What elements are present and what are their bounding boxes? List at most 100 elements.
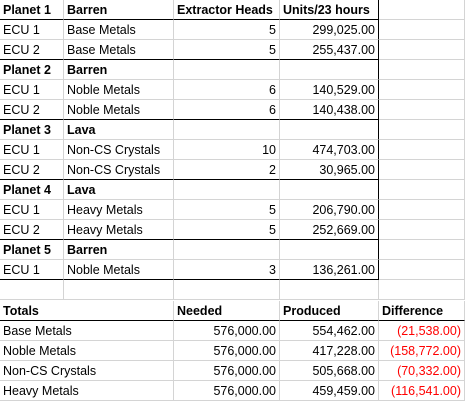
cell[interactable]: Barren xyxy=(64,60,174,80)
cell[interactable]: (116,541.00) xyxy=(379,381,465,401)
cell[interactable]: ECU 1 xyxy=(0,260,64,280)
cell[interactable]: Barren xyxy=(64,0,174,20)
cell[interactable]: 140,529.00 xyxy=(280,80,379,100)
cell[interactable]: Produced xyxy=(280,301,379,321)
cell[interactable]: Lava xyxy=(64,180,174,200)
cell[interactable]: Totals xyxy=(0,301,174,321)
cell[interactable]: 6 xyxy=(174,100,280,120)
cell[interactable]: (21,538.00) xyxy=(379,321,465,341)
cell[interactable]: Barren xyxy=(64,240,174,260)
cell[interactable] xyxy=(280,240,379,260)
cell[interactable]: 474,703.00 xyxy=(280,140,379,160)
cell[interactable]: Planet 3 xyxy=(0,120,64,140)
cell[interactable] xyxy=(379,180,465,200)
cell[interactable]: Non-CS Crystals xyxy=(64,140,174,160)
cell[interactable] xyxy=(174,60,280,80)
cell[interactable]: Extractor Heads xyxy=(174,0,280,20)
cell[interactable]: 576,000.00 xyxy=(174,321,280,341)
cell[interactable] xyxy=(379,0,465,20)
cell[interactable] xyxy=(379,100,465,120)
cell[interactable]: Noble Metals xyxy=(64,100,174,120)
cell[interactable]: Needed xyxy=(174,301,280,321)
cell[interactable]: ECU 1 xyxy=(0,20,64,40)
cell[interactable]: 5 xyxy=(174,200,280,220)
cell[interactable]: Planet 1 xyxy=(0,0,64,20)
cell[interactable] xyxy=(174,180,280,200)
cell[interactable]: ECU 1 xyxy=(0,140,64,160)
cell[interactable] xyxy=(0,280,64,300)
cell[interactable]: Base Metals xyxy=(64,40,174,60)
cell[interactable] xyxy=(280,280,379,300)
cell[interactable]: Units/23 hours xyxy=(280,0,379,20)
cell[interactable]: Planet 4 xyxy=(0,180,64,200)
cell[interactable]: ECU 1 xyxy=(0,80,64,100)
table-row: ECU 2 Base Metals 5 255,437.00 xyxy=(0,40,465,60)
cell[interactable]: Noble Metals xyxy=(64,80,174,100)
cell[interactable]: 5 xyxy=(174,20,280,40)
cell[interactable] xyxy=(64,280,174,300)
cell[interactable] xyxy=(174,280,280,300)
cell[interactable]: Heavy Metals xyxy=(0,381,174,401)
cell[interactable]: Noble Metals xyxy=(64,260,174,280)
cell[interactable]: Noble Metals xyxy=(0,341,174,361)
cell[interactable] xyxy=(379,220,465,240)
cell[interactable]: 576,000.00 xyxy=(174,381,280,401)
cell[interactable]: Difference xyxy=(379,301,465,321)
cell[interactable]: 5 xyxy=(174,220,280,240)
cell[interactable]: 576,000.00 xyxy=(174,341,280,361)
cell[interactable] xyxy=(379,160,465,180)
cell[interactable] xyxy=(379,140,465,160)
cell[interactable]: 136,261.00 xyxy=(280,260,379,280)
cell[interactable]: 299,025.00 xyxy=(280,20,379,40)
totals-header-row: Totals Needed Produced Difference xyxy=(0,301,465,321)
cell[interactable]: ECU 2 xyxy=(0,40,64,60)
cell[interactable]: (158,772.00) xyxy=(379,341,465,361)
cell[interactable]: (70,332.00) xyxy=(379,361,465,381)
cell[interactable] xyxy=(379,40,465,60)
cell[interactable]: ECU 2 xyxy=(0,160,64,180)
cell[interactable]: ECU 1 xyxy=(0,200,64,220)
cell[interactable] xyxy=(379,20,465,40)
cell[interactable]: 5 xyxy=(174,40,280,60)
cell[interactable]: Base Metals xyxy=(0,321,174,341)
cell[interactable] xyxy=(379,80,465,100)
cell[interactable]: 554,462.00 xyxy=(280,321,379,341)
cell[interactable] xyxy=(379,200,465,220)
cell[interactable]: Lava xyxy=(64,120,174,140)
cell[interactable]: Non-CS Crystals xyxy=(64,160,174,180)
cell[interactable] xyxy=(174,120,280,140)
cell[interactable]: Non-CS Crystals xyxy=(0,361,174,381)
cell[interactable]: ECU 2 xyxy=(0,100,64,120)
cell[interactable] xyxy=(174,240,280,260)
cell[interactable]: 505,668.00 xyxy=(280,361,379,381)
cell[interactable]: Heavy Metals xyxy=(64,200,174,220)
cell[interactable]: Base Metals xyxy=(64,20,174,40)
cell[interactable]: 3 xyxy=(174,260,280,280)
cell[interactable] xyxy=(280,180,379,200)
cell[interactable]: 459,459.00 xyxy=(280,381,379,401)
cell[interactable]: 2 xyxy=(174,160,280,180)
cell[interactable] xyxy=(379,120,465,140)
cell[interactable]: ECU 2 xyxy=(0,220,64,240)
cell[interactable]: 417,228.00 xyxy=(280,341,379,361)
cell[interactable] xyxy=(379,60,465,80)
cell[interactable]: 252,669.00 xyxy=(280,220,379,240)
cell[interactable]: 10 xyxy=(174,140,280,160)
planet-header-row: Planet 4 Lava xyxy=(0,180,465,200)
planet-header-row: Planet 2 Barren xyxy=(0,60,465,80)
cell[interactable]: Heavy Metals xyxy=(64,220,174,240)
cell[interactable]: 140,438.00 xyxy=(280,100,379,120)
cell[interactable] xyxy=(379,240,465,260)
cell[interactable] xyxy=(379,260,465,280)
cell[interactable]: 206,790.00 xyxy=(280,200,379,220)
cell[interactable] xyxy=(280,60,379,80)
cell[interactable]: 6 xyxy=(174,80,280,100)
cell[interactable]: Planet 5 xyxy=(0,240,64,260)
cell[interactable] xyxy=(379,280,465,300)
cell[interactable] xyxy=(280,120,379,140)
table-row: Noble Metals 576,000.00 417,228.00 (158,… xyxy=(0,341,465,361)
cell[interactable]: 255,437.00 xyxy=(280,40,379,60)
cell[interactable]: 576,000.00 xyxy=(174,361,280,381)
cell[interactable]: 30,965.00 xyxy=(280,160,379,180)
cell[interactable]: Planet 2 xyxy=(0,60,64,80)
